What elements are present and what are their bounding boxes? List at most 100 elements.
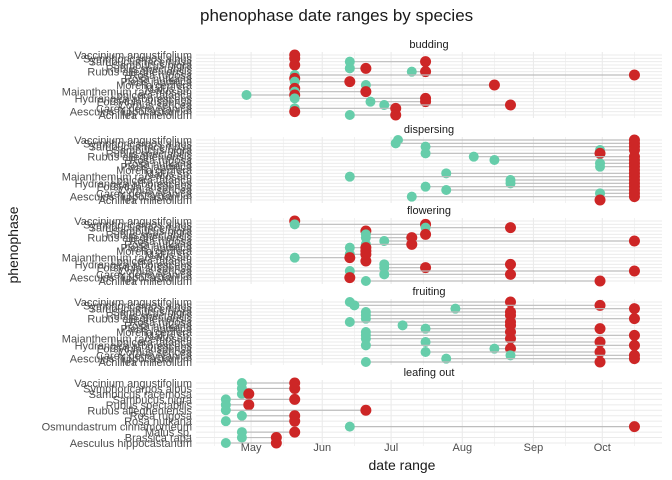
species-label: Rosa nutkana: [124, 239, 193, 251]
chart-title: phenophase date ranges by species: [200, 6, 473, 25]
species-label: Symphoricarpos albus: [83, 53, 192, 65]
range-end-point: [360, 62, 372, 74]
species-label: Forsythia suspensa: [97, 344, 193, 356]
species-label: Sambucus racemosa: [89, 304, 193, 316]
species-label: Lonicera tatarica: [111, 175, 193, 187]
range-start-point: [420, 148, 431, 159]
range-start-point: [220, 416, 231, 427]
species-label: Cornus sericea: [118, 185, 193, 197]
species-label: Carex pensylvanica: [96, 103, 193, 115]
range-start-point: [468, 151, 479, 162]
range-start-point: [241, 90, 252, 100]
species-label: Morella cerifera: [116, 246, 193, 258]
species-label: Sambucus racemosa: [89, 142, 193, 154]
range-end-point: [628, 313, 640, 325]
species-label: Rosa rugosa: [130, 236, 193, 248]
range-end-point: [406, 238, 418, 250]
species-label: Forsythia suspensa: [97, 263, 193, 275]
panel-budding: budding Vaccinium angustifoliumSymphorica…: [62, 39, 662, 122]
range-start-point: [441, 185, 452, 195]
species-label: Pieris japonica: [120, 77, 192, 89]
range-start-point: [344, 421, 355, 432]
range-start-point: [420, 323, 431, 334]
range-start-point: [220, 438, 231, 448]
species-label: Morella cerifera: [116, 80, 193, 92]
range-end-point: [344, 272, 356, 284]
species-label: Malus sp.: [145, 83, 192, 95]
range-end-point: [420, 228, 432, 240]
range-end-point: [390, 109, 402, 121]
range-end-point: [628, 265, 640, 277]
species-label: Sambucus nigra: [113, 145, 193, 157]
range-end-point: [289, 426, 301, 438]
species-label: Aesculus hippocastanum: [70, 273, 192, 285]
species-label: Vaccinium angustifolium: [74, 378, 192, 390]
species-label: Rubus allegheniensis: [87, 314, 192, 326]
panel-leafing-out: leafing out Vaccinium angustifoliumSympho…: [42, 367, 662, 450]
range-start-point: [505, 178, 516, 189]
species-label: Sambucus nigra: [113, 226, 193, 238]
range-end-point: [504, 268, 516, 280]
species-label: Maianthemum racemosum: [62, 87, 192, 99]
range-start-point: [489, 155, 500, 165]
range-end-point: [628, 329, 640, 341]
x-tick-label: Sep: [524, 442, 544, 454]
species-label: Cornus sericea: [118, 100, 193, 112]
species-label: Carex pensylvanica: [96, 269, 193, 281]
range-end-point: [628, 69, 640, 81]
range-end-point: [504, 258, 516, 270]
species-label: Aesculus hippocastanum: [70, 354, 192, 366]
species-label: Morella cerifera: [116, 327, 193, 339]
species-label: Malus sp.: [145, 330, 192, 342]
species-label: Symphoricarpos albus: [83, 300, 192, 312]
range-start-point: [379, 269, 390, 280]
range-start-point: [344, 63, 355, 74]
range-end-point: [243, 399, 255, 411]
range-start-point: [406, 191, 417, 202]
species-label: Malus sp.: [145, 427, 192, 439]
range-start-point: [360, 340, 371, 351]
panel-dispersing: dispersing Vaccinium angustifoliumSymphor…: [62, 124, 662, 207]
species-label: Rubus spectabilis: [106, 148, 193, 160]
range-start-point: [379, 236, 390, 246]
species-label: Rosa rugosa: [130, 70, 193, 82]
species-label: Vaccinium angustifolium: [74, 297, 192, 309]
species-label: Rosa nutkana: [124, 320, 193, 332]
panel-fruiting: fruiting Vaccinium angustifoliumSymphoric…: [62, 286, 662, 369]
species-label: Pieris japonica: [120, 162, 192, 174]
species-label: Rubus allegheniensis: [87, 405, 192, 417]
range-end-point: [594, 275, 606, 287]
species-label: Rosa rugosa: [130, 411, 193, 423]
x-tick-label: Aug: [452, 442, 472, 454]
range-start-point: [505, 350, 516, 361]
species-label: Rosa nutkana: [124, 73, 193, 85]
x-tick-label: May: [241, 442, 262, 454]
species-label: Aesculus hippocastanum: [70, 192, 192, 204]
range-end-point: [289, 393, 301, 405]
range-end-point: [488, 79, 500, 91]
range-end-point: [594, 356, 606, 368]
species-label: Aesculus hippocastanum: [70, 438, 192, 450]
range-start-point: [344, 317, 355, 327]
species-label: Forsythia suspensa: [97, 182, 193, 194]
species-label: Cornus sericea: [118, 347, 193, 359]
range-end-point: [594, 323, 606, 335]
range-start-point: [379, 100, 390, 110]
range-start-point: [441, 353, 452, 364]
species-label: Rubus spectabilis: [106, 400, 193, 412]
species-label: Achillea millefolium: [98, 357, 192, 369]
range-end-point: [360, 255, 372, 267]
species-label: Cornus sericea: [118, 266, 193, 278]
range-start-point: [406, 66, 417, 77]
species-label: Lonicera tatarica: [111, 256, 193, 268]
panel-strip-label: leafing out: [404, 367, 455, 379]
range-end-point: [289, 415, 301, 427]
range-end-point: [420, 56, 432, 68]
range-end-point: [360, 404, 372, 416]
range-start-point: [397, 320, 408, 331]
species-label: Brassica rapa: [125, 433, 193, 445]
panel-strip-label: dispersing: [404, 124, 454, 136]
range-end-point: [289, 106, 301, 118]
species-label: Forsythia suspensa: [97, 97, 193, 109]
